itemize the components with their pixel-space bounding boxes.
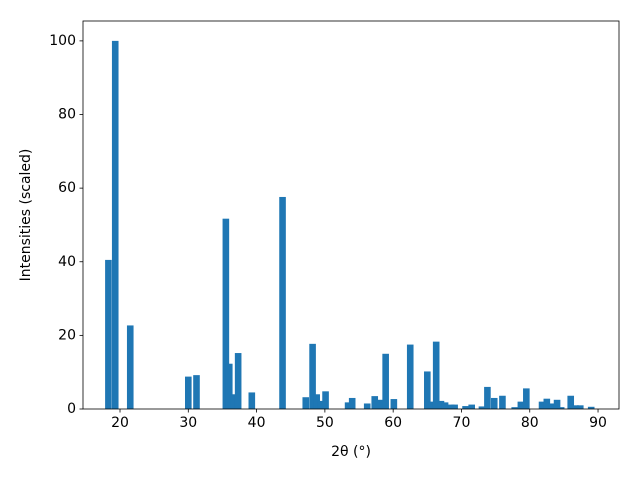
bar	[376, 399, 383, 409]
bar	[511, 407, 519, 409]
bar	[432, 341, 440, 409]
y-tick-label: 40	[58, 254, 76, 270]
x-tick-label: 90	[589, 415, 607, 431]
bar	[279, 196, 286, 409]
bar	[424, 371, 431, 409]
bar	[523, 388, 530, 409]
x-tick-label: 40	[248, 415, 266, 431]
bar	[428, 401, 435, 409]
x-tick-label: 20	[111, 415, 129, 431]
bar	[309, 343, 316, 409]
bar	[317, 400, 325, 409]
bar	[484, 386, 491, 409]
bar	[451, 404, 458, 409]
bar	[587, 406, 595, 409]
bar	[572, 405, 579, 409]
bar	[557, 407, 565, 409]
bar	[230, 394, 237, 409]
bar	[543, 398, 551, 409]
bar	[313, 394, 320, 409]
bar	[576, 405, 584, 409]
bar	[348, 397, 356, 409]
y-axis-label: Intensities (scaled)	[18, 149, 34, 282]
x-tick-label: 50	[316, 415, 334, 431]
bar	[363, 403, 371, 409]
bar	[322, 391, 329, 409]
bar	[234, 353, 242, 409]
bar	[406, 344, 414, 409]
bar	[553, 399, 561, 409]
bar	[441, 402, 449, 409]
bar	[499, 395, 506, 409]
bar	[437, 400, 445, 409]
bar	[468, 404, 476, 409]
y-tick-label: 100	[49, 33, 76, 49]
bar	[548, 403, 555, 409]
x-tick-label: 60	[384, 415, 402, 431]
bar	[302, 397, 310, 409]
bar	[371, 396, 379, 409]
x-tick-label: 70	[453, 415, 471, 431]
bar	[567, 395, 575, 409]
bar	[538, 401, 546, 409]
bar	[478, 406, 486, 409]
bar	[111, 40, 119, 409]
plot-frame	[82, 20, 620, 410]
bar	[390, 399, 398, 409]
bar	[490, 397, 498, 409]
bar	[126, 325, 134, 409]
bar	[225, 363, 233, 409]
bar	[248, 392, 256, 409]
bar	[517, 401, 525, 409]
x-axis-label: 2θ (°)	[331, 444, 371, 460]
bar	[447, 404, 455, 409]
bar	[193, 375, 200, 409]
y-tick-label: 60	[58, 180, 76, 196]
x-tick-label: 30	[179, 415, 197, 431]
y-tick-label: 0	[67, 401, 76, 417]
y-tick-label: 80	[58, 107, 76, 123]
bar	[344, 402, 352, 409]
bar	[382, 353, 389, 409]
bar	[105, 259, 112, 409]
x-tick-label: 80	[521, 415, 539, 431]
y-tick-label: 20	[58, 327, 76, 343]
bar	[462, 406, 469, 409]
bar	[222, 218, 230, 409]
bar	[185, 376, 192, 409]
